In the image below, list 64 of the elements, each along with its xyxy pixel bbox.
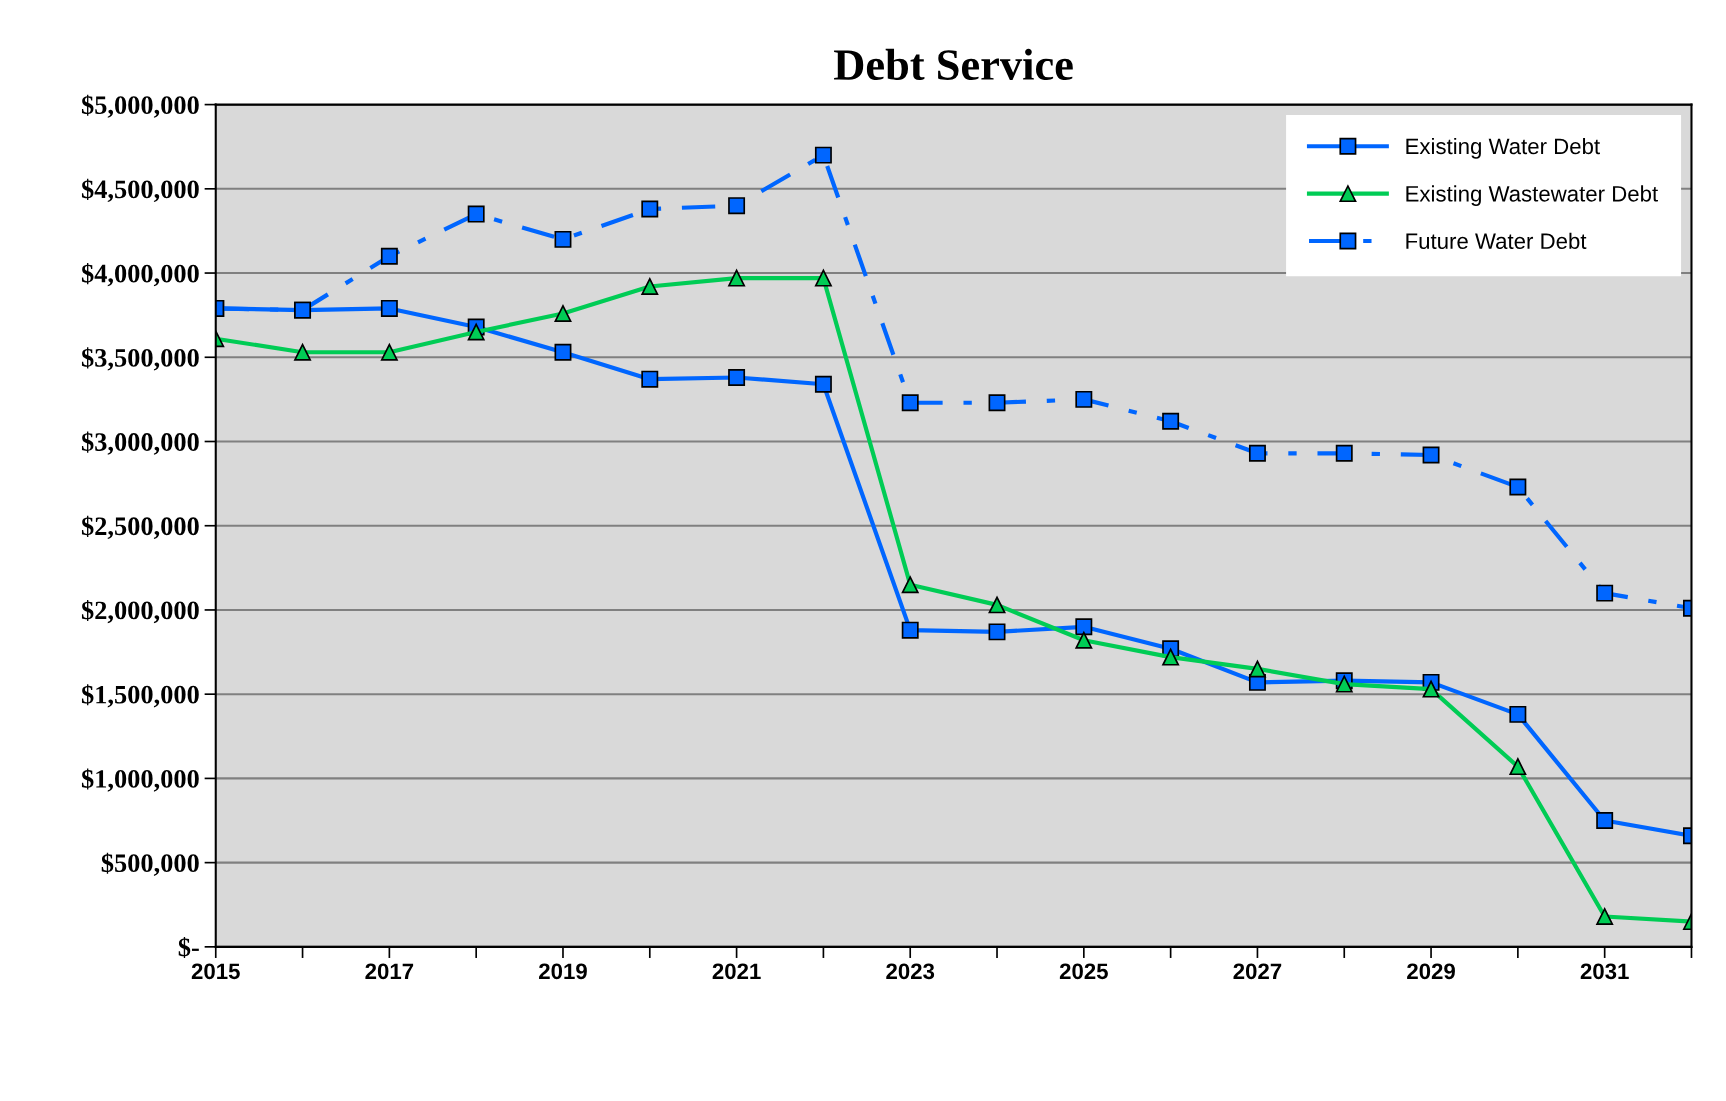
x-tick-label: 2021 — [712, 963, 761, 980]
point — [728, 197, 746, 215]
point — [728, 369, 746, 386]
point — [1075, 631, 1093, 649]
point — [1075, 618, 1093, 636]
x-tick-label: 2019 — [539, 963, 587, 980]
y-tick-label: $1,000,000 — [81, 768, 199, 792]
point — [641, 370, 659, 388]
point — [641, 278, 659, 295]
point — [1422, 446, 1440, 464]
x-tick-label: 2031 — [1580, 963, 1629, 980]
y-tick-label: $500,000 — [101, 852, 199, 876]
point — [1162, 412, 1180, 430]
point — [728, 269, 746, 287]
x-tick-label: 2015 — [191, 963, 240, 980]
y-tick-label: $4,500,000 — [81, 178, 199, 203]
point — [641, 200, 659, 218]
point — [554, 305, 572, 322]
point — [554, 230, 572, 248]
point — [1596, 812, 1614, 829]
point — [1509, 705, 1527, 723]
y-tick-label: $4,000,000 — [81, 263, 199, 287]
legend-label: Existing Wastewater Debt — [1406, 185, 1658, 207]
y-tick-label: $3,500,000 — [81, 347, 199, 371]
x-tick-label: 2029 — [1407, 963, 1455, 980]
y-tick-label: $2,500,000 — [81, 515, 199, 539]
point — [467, 323, 485, 341]
point — [1335, 444, 1353, 462]
point — [380, 343, 398, 361]
point — [1248, 444, 1266, 462]
point — [988, 394, 1006, 412]
point — [988, 596, 1006, 614]
legend-label: Future Water Debt — [1406, 232, 1587, 250]
point — [554, 343, 572, 361]
x-tick-label: 2027 — [1233, 963, 1282, 980]
point — [988, 623, 1006, 641]
point — [294, 343, 312, 361]
y-tick-label: $3,000,000 — [81, 431, 199, 455]
y-tick-label: $- — [178, 936, 199, 959]
point — [1422, 680, 1440, 698]
point — [901, 576, 919, 594]
point — [1075, 390, 1093, 408]
point — [467, 205, 485, 223]
point — [1248, 660, 1266, 678]
point — [1596, 908, 1614, 926]
y-tick-label: $2,000,000 — [81, 600, 199, 624]
point — [814, 375, 832, 393]
point — [1509, 758, 1527, 776]
chart-title: Debt Service — [834, 48, 1073, 81]
legend-label: Existing Water Debt — [1406, 137, 1600, 159]
point — [1596, 584, 1614, 602]
point — [380, 247, 398, 265]
y-tick-label: $5,000,000 — [81, 94, 199, 118]
point — [380, 299, 398, 317]
point — [901, 394, 919, 412]
x-tick-label: 2017 — [365, 963, 414, 980]
point — [814, 146, 832, 164]
point — [1509, 478, 1527, 496]
x-tick-label: 2025 — [1059, 963, 1108, 980]
point — [901, 621, 919, 639]
x-tick-label: 2023 — [886, 963, 935, 980]
point — [814, 269, 832, 287]
point — [1162, 648, 1180, 666]
y-tick-label: $1,500,000 — [81, 684, 199, 708]
